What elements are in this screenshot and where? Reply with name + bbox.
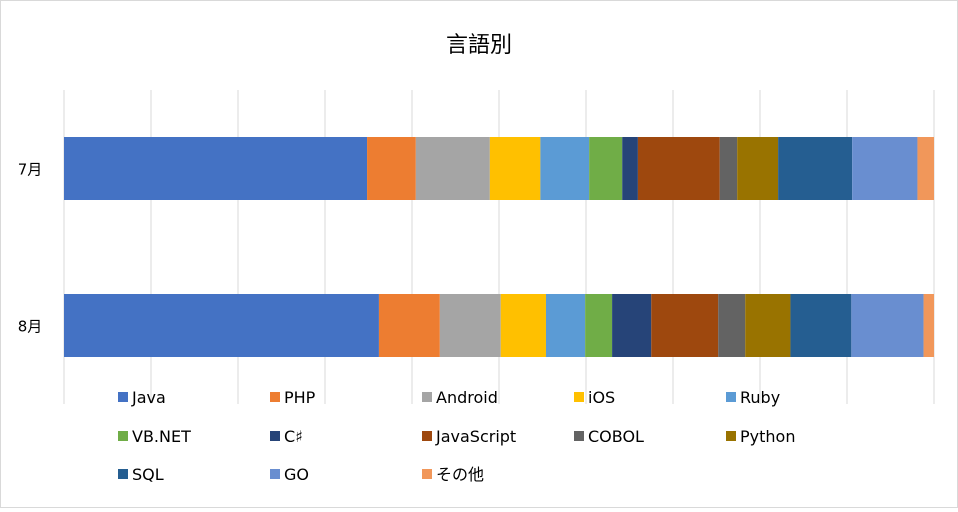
bar-segment (745, 294, 791, 357)
bar-segment (415, 137, 490, 200)
legend-label: Java (131, 388, 166, 407)
legend-label: Python (740, 427, 795, 446)
legend-swatch (118, 431, 128, 441)
bars (64, 137, 934, 357)
legend-swatch (422, 431, 432, 441)
legend-swatch (270, 392, 280, 402)
bar-segment (790, 294, 852, 357)
legend-swatch (118, 392, 128, 402)
legend-swatch (574, 431, 584, 441)
bar-segment (622, 137, 638, 200)
bar-segment (851, 294, 924, 357)
category-label: 8月 (18, 318, 43, 336)
bar-segment (64, 294, 379, 357)
legend-label: SQL (132, 465, 164, 484)
bar-segment (923, 294, 934, 357)
legend-label: GO (284, 465, 309, 484)
bar-segment (500, 294, 546, 357)
bar-segment (540, 137, 590, 200)
bar-segment (489, 137, 541, 200)
legend-label: iOS (588, 388, 615, 407)
bar-segment (778, 137, 853, 200)
category-axis-labels: 7月 8月 (18, 161, 43, 336)
legend-swatch (118, 469, 128, 479)
bar-segment (589, 137, 623, 200)
legend-swatch (422, 392, 432, 402)
legend-swatch (574, 392, 584, 402)
bar-segment (737, 137, 779, 200)
legend-swatch (726, 392, 736, 402)
legend-label: Ruby (740, 388, 780, 407)
bar-segment (637, 137, 720, 200)
bar-segment (378, 294, 440, 357)
bar-segment (64, 137, 368, 200)
legend-label: C♯ (284, 427, 303, 446)
legend-label: Android (436, 388, 498, 407)
bar-segment (651, 294, 719, 357)
bar-segment (439, 294, 501, 357)
legend-label: VB.NET (132, 427, 191, 446)
bar-segment (719, 137, 738, 200)
legend-swatch (422, 469, 432, 479)
legend-swatch (726, 431, 736, 441)
legend-swatch (270, 431, 280, 441)
legend-label: その他 (436, 465, 484, 484)
legend: Java PHP Android iOS Ruby VB.NET C♯ JavaScript C… (118, 388, 795, 484)
legend-label: COBOL (588, 427, 644, 446)
bar-segment (585, 294, 613, 357)
legend-label: PHP (284, 388, 316, 407)
category-label: 7月 (18, 161, 43, 179)
bar-segment (852, 137, 918, 200)
bar-segment (545, 294, 586, 357)
legend-swatch (270, 469, 280, 479)
legend-label: JavaScript (435, 427, 516, 446)
chart-title: 言語別 (446, 33, 512, 58)
bar-segment (917, 137, 934, 200)
bar-segment (367, 137, 416, 200)
bar-segment (612, 294, 652, 357)
bar-segment (718, 294, 746, 357)
